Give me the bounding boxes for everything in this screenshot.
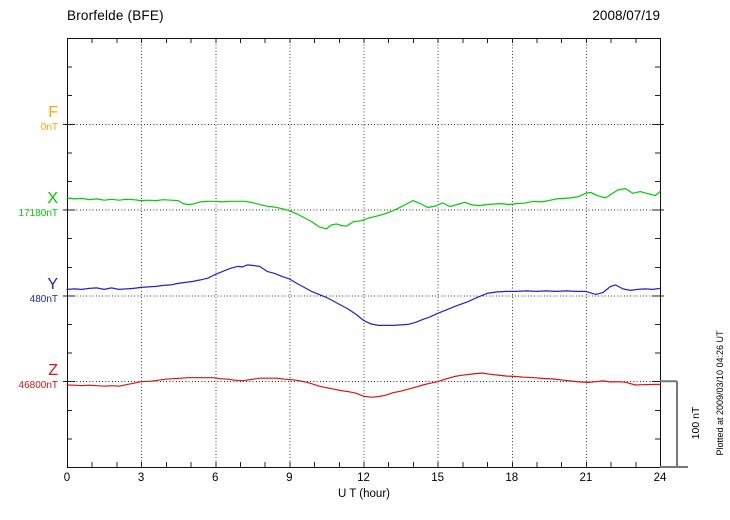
x-tick-label: 21 [579,472,593,484]
scale-bar-label: 100 nT [690,406,702,440]
channel-label-Y: Y 480nT [0,277,58,305]
channel-letter: Z [48,362,58,379]
x-tick-label: 0 [63,472,71,484]
x-tick-label: 12 [357,472,370,484]
channel-letter: X [47,190,58,207]
channel-label-X: X 17180nT [0,191,58,219]
channel-baseline-value: 46800nT [18,380,58,391]
channel-baseline-value: 480nT [29,294,58,305]
page-title: Brorfelde (BFE) [67,8,164,23]
x-tick-label: 3 [137,472,145,484]
channel-label-F: F 0nT [0,105,58,133]
x-tick-label: 9 [286,472,293,484]
channel-letter: F [48,104,58,121]
plotted-at-note: Plotted at 2009/03/10 04:26 UT [715,330,725,456]
x-tick-label: 6 [212,472,219,484]
x-axis-tick-labels: 0 3 6 9 12 15 18 21 24 [0,472,730,486]
date-label: 2008/07/19 [592,8,660,23]
channel-label-Z: Z 46800nT [0,363,58,391]
trace-X [66,188,661,230]
x-tick-label: 15 [431,472,445,484]
channel-baseline-value: 0nT [40,122,58,133]
x-axis-title: U T (hour) [338,488,390,500]
x-tick-label: 18 [505,472,519,484]
trace-Y [66,264,661,326]
channel-baseline-value: 17180nT [18,208,58,219]
plot-border [67,38,661,468]
trace-Z [66,372,661,398]
x-tick-label: 24 [653,472,667,484]
channel-letter: Y [47,276,58,293]
